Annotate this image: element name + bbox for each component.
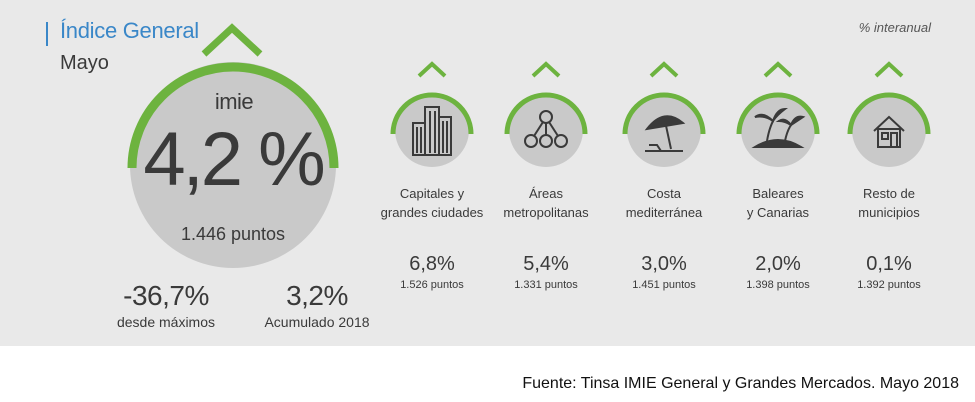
category-points: 1.451 puntos: [632, 279, 696, 291]
category-label-line: grandes ciudades: [380, 205, 484, 220]
category-points: 1.398 puntos: [746, 279, 810, 291]
category-label: Capitales y grandes ciudades: [367, 184, 497, 222]
network-icon: [524, 110, 568, 148]
source-caption: Fuente: Tinsa IMIE General y Grandes Mer…: [522, 375, 959, 392]
svg-text:imie: imie: [215, 90, 254, 114]
category-label: Baleares y Canarias: [713, 184, 843, 222]
category-label-line: Resto de: [862, 186, 916, 201]
category-label-line: Costa: [647, 186, 681, 201]
house-icon: [873, 115, 905, 148]
category-arc: [622, 92, 706, 135]
buildings-icon: [412, 106, 452, 156]
island-palm-icon: [751, 107, 806, 148]
category-label-line: Áreas: [529, 186, 563, 201]
stat-label: Acumulado 2018: [264, 314, 370, 330]
category-points: 1.526 puntos: [400, 279, 464, 291]
category-arc: [504, 92, 588, 135]
category-points: 1.392 puntos: [857, 279, 921, 291]
main-index-arc: [127, 62, 339, 169]
stat-value: 3,2%: [286, 280, 348, 311]
category-value: 0,1%: [866, 253, 912, 275]
up-chevron-icon: [763, 61, 793, 78]
beach-umbrella-icon: [644, 115, 686, 152]
stat-value: -36,7%: [123, 280, 209, 311]
category-label-line: Capitales y: [399, 186, 465, 201]
stat-from-max: -36,7% desde máximos: [100, 280, 232, 330]
stat-accumulated: 3,2% Acumulado 2018: [250, 280, 384, 330]
category-label-line: municipios: [858, 205, 920, 220]
stat-label: desde máximos: [116, 314, 216, 330]
category-label-line: mediterránea: [625, 205, 703, 220]
category-label-line: y Canarias: [746, 205, 810, 220]
category-label-line: Baleares: [752, 186, 804, 201]
unit-note: % interanual: [858, 20, 931, 35]
category-label-line: metropolitanas: [503, 205, 589, 220]
main-index-value: 4,2 %: [143, 117, 325, 202]
up-chevron-icon: [649, 61, 679, 78]
category-arc: [736, 92, 820, 135]
period-label: Mayo: [60, 52, 109, 74]
imie-logo: imie: [215, 90, 254, 114]
category-value: 6,8%: [409, 253, 455, 275]
up-chevron-icon: [531, 61, 561, 78]
category-value: 2,0%: [755, 253, 801, 275]
up-chevron-icon: [201, 23, 263, 57]
category-value: 3,0%: [641, 253, 687, 275]
title-accent-bar: [46, 22, 48, 46]
page-title: Índice General: [60, 18, 199, 43]
category-value: 5,4%: [523, 253, 569, 275]
main-index-points: 1.446 puntos: [180, 224, 286, 244]
category-arc: [847, 92, 931, 135]
up-chevron-icon: [417, 61, 447, 78]
category-label: Resto de municipios: [824, 184, 954, 222]
category-label: Áreas metropolitanas: [481, 184, 611, 222]
category-points: 1.331 puntos: [514, 279, 578, 291]
infographic-panel: Índice General Mayo % interanual imie 4,…: [0, 0, 975, 346]
category-arc: [390, 92, 474, 135]
category-label: Costa mediterránea: [599, 184, 729, 222]
up-chevron-icon: [874, 61, 904, 78]
